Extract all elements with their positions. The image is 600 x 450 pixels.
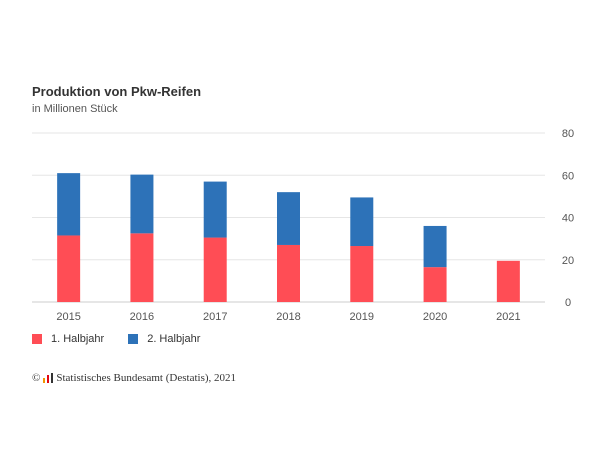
bar-2015-series-2	[57, 173, 81, 236]
x-tick-label: 2020	[423, 311, 447, 323]
legend-swatch-second-half	[128, 334, 139, 344]
bar-2015-series-1	[57, 235, 81, 302]
bar-2019-series-2	[350, 197, 374, 247]
bar-2017-series-1	[203, 237, 227, 302]
x-tick-label: 2017	[203, 311, 227, 323]
bar-2016-series-2	[130, 174, 154, 234]
y-tick-label: 60	[562, 170, 574, 182]
bar-2021-series-1	[496, 260, 520, 302]
chart-title: Produktion von Pkw-Reifen	[32, 84, 202, 99]
legend: 1. Halbjahr 2. Halbjahr	[32, 333, 224, 345]
source-note: © Statistisches Bundesamt (Destatis), 20…	[32, 372, 236, 384]
chart-subtitle: in Millionen Stück	[32, 103, 118, 115]
legend-label-second-half: 2. Halbjahr	[147, 333, 201, 345]
x-tick-label: 2016	[130, 311, 154, 323]
legend-item-second-half[interactable]: 2. Halbjahr	[128, 333, 200, 345]
bar-2016-series-1	[130, 233, 154, 302]
bar-2020-series-1	[423, 267, 447, 302]
bar-chart: 0 20 40 60 80 2015 2016 2017 2018 2019 2020 2021	[32, 128, 574, 323]
x-tick-label: 2021	[496, 311, 520, 323]
legend-item-first-half[interactable]: 1. Halbjahr	[32, 333, 104, 345]
y-tick-label: 20	[562, 255, 574, 267]
y-tick-label: 0	[565, 297, 571, 309]
copyright-symbol: ©	[32, 372, 41, 384]
legend-label-first-half: 1. Halbjahr	[51, 333, 105, 345]
bar-2018-series-1	[277, 244, 300, 302]
x-tick-label: 2019	[350, 311, 374, 323]
y-tick-label: 80	[562, 128, 574, 140]
source-text: Statistisches Bundesamt (Destatis), 2021	[56, 372, 237, 384]
y-tick-label: 40	[562, 213, 574, 225]
destatis-logo-icon	[43, 373, 54, 383]
x-tick-label: 2015	[56, 311, 80, 323]
x-tick-label: 2018	[276, 311, 300, 323]
bar-2019-series-1	[350, 246, 374, 302]
legend-swatch-first-half	[32, 334, 42, 344]
bar-2020-series-2	[423, 225, 447, 268]
bar-2017-series-2	[203, 181, 227, 238]
bar-2018-series-2	[277, 192, 300, 245]
